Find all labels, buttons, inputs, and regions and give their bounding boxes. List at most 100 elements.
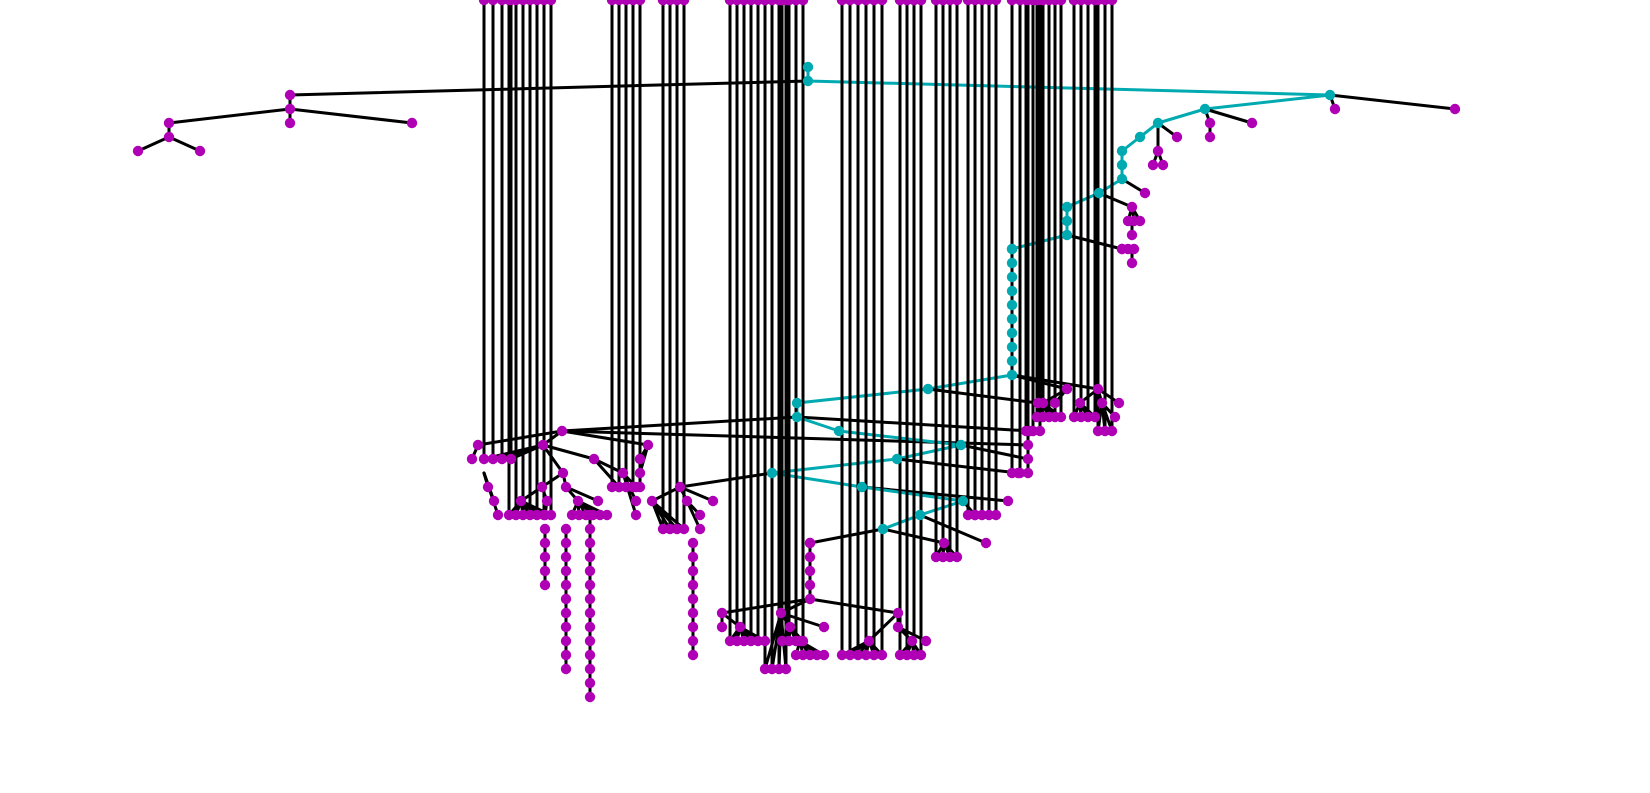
tree-node bbox=[634, 0, 646, 6]
tree-node bbox=[1147, 159, 1159, 171]
path-node bbox=[1324, 89, 1336, 101]
path-node bbox=[791, 397, 803, 409]
tree-node bbox=[584, 537, 596, 549]
tree-node bbox=[478, 0, 490, 6]
path-node bbox=[766, 467, 778, 479]
tree-node bbox=[539, 565, 551, 577]
tree-node bbox=[634, 467, 646, 479]
tree-node bbox=[804, 537, 816, 549]
tree-node bbox=[804, 565, 816, 577]
highlighted-path-edge bbox=[770, 457, 899, 475]
tree-node bbox=[1022, 439, 1034, 451]
tree-node bbox=[687, 537, 699, 549]
path-node bbox=[1116, 159, 1128, 171]
tree-node bbox=[505, 453, 517, 465]
tree-node bbox=[1074, 397, 1086, 409]
tree-node bbox=[687, 607, 699, 619]
tree-node bbox=[492, 509, 504, 521]
tree-node bbox=[557, 467, 569, 479]
tree-node bbox=[951, 0, 963, 6]
tree-node bbox=[1002, 495, 1014, 507]
tree-node bbox=[1139, 187, 1151, 199]
tree-node bbox=[584, 649, 596, 661]
tree-node bbox=[876, 649, 888, 661]
tree-node bbox=[759, 635, 771, 647]
tree-node bbox=[687, 621, 699, 633]
path-node bbox=[891, 453, 903, 465]
tree-node bbox=[1113, 397, 1125, 409]
tree-node bbox=[284, 117, 296, 129]
path-node bbox=[833, 425, 845, 437]
highlighted-path-edge bbox=[1203, 93, 1332, 111]
tree-node bbox=[818, 649, 830, 661]
tree-node bbox=[642, 439, 654, 451]
path-node bbox=[1006, 271, 1018, 283]
tree-node bbox=[515, 495, 527, 507]
tree-node bbox=[560, 551, 572, 563]
tree-edge bbox=[808, 527, 885, 545]
tree-node bbox=[860, 649, 872, 661]
tree-node bbox=[536, 481, 548, 493]
path-node bbox=[1006, 369, 1018, 381]
path-node bbox=[1116, 145, 1128, 157]
path-node bbox=[1006, 313, 1018, 325]
path-node bbox=[914, 509, 926, 521]
tree-node bbox=[1109, 411, 1121, 423]
tree-node bbox=[466, 453, 478, 465]
tree-node bbox=[545, 0, 557, 6]
tree-edge bbox=[560, 415, 799, 433]
tree-node bbox=[488, 495, 500, 507]
tree-node bbox=[556, 425, 568, 437]
tree-node bbox=[694, 523, 706, 535]
path-node bbox=[922, 383, 934, 395]
tree-node bbox=[1055, 0, 1067, 6]
tree-node bbox=[694, 509, 706, 521]
tree-node bbox=[687, 551, 699, 563]
tree-node bbox=[1061, 383, 1073, 395]
tree-node bbox=[1022, 453, 1034, 465]
tree-node bbox=[678, 0, 690, 6]
tree-node bbox=[836, 649, 848, 661]
tree-node bbox=[560, 537, 572, 549]
tree-node bbox=[163, 131, 175, 143]
tree-node bbox=[584, 523, 596, 535]
path-node bbox=[1006, 257, 1018, 269]
tree-node bbox=[990, 509, 1002, 521]
tree-node bbox=[1171, 131, 1183, 143]
tree-node bbox=[1049, 397, 1061, 409]
tree-edge bbox=[1203, 107, 1254, 125]
tree-node bbox=[860, 0, 872, 6]
tree-node bbox=[560, 649, 572, 661]
tree-node bbox=[852, 0, 864, 6]
path-node bbox=[1006, 299, 1018, 311]
tree-node bbox=[1152, 145, 1164, 157]
highlighted-path-edge bbox=[1156, 107, 1207, 125]
tree-node bbox=[780, 663, 792, 675]
tree-node bbox=[1014, 0, 1026, 6]
tree-node bbox=[560, 579, 572, 591]
path-node bbox=[1199, 103, 1211, 115]
tree-node bbox=[478, 453, 490, 465]
tree-node bbox=[1096, 397, 1108, 409]
tree-node bbox=[844, 649, 856, 661]
tree-node bbox=[630, 481, 642, 493]
path-node bbox=[802, 61, 814, 73]
tree-node bbox=[780, 0, 792, 6]
tree-node bbox=[560, 565, 572, 577]
path-node bbox=[1093, 187, 1105, 199]
tree-node bbox=[1055, 411, 1067, 423]
tree-node bbox=[863, 635, 875, 647]
tree-node bbox=[1449, 103, 1461, 115]
tree-node bbox=[1022, 0, 1034, 6]
tree-node bbox=[584, 635, 596, 647]
path-node bbox=[877, 523, 889, 535]
tree-node bbox=[892, 621, 904, 633]
tree-node bbox=[584, 509, 596, 521]
tree-node bbox=[716, 607, 728, 619]
tree-node bbox=[132, 145, 144, 157]
tree-node bbox=[1126, 229, 1138, 241]
tree-node bbox=[1034, 425, 1046, 437]
tree-node bbox=[920, 635, 932, 647]
tree-node bbox=[539, 523, 551, 535]
tree-edge bbox=[808, 597, 900, 615]
